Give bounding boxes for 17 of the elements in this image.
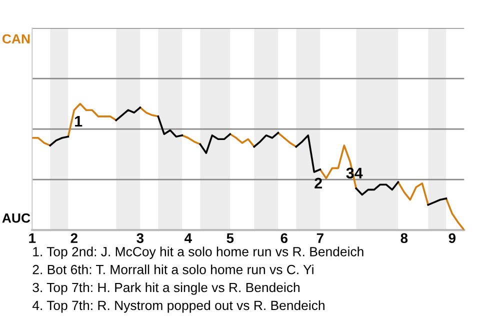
text: CAN [2,34,30,44]
x-tick-label: 2 [70,233,78,243]
x-tick-label: 8 [400,233,408,244]
text: 2. Bot 6th: T. Morrall hit a solo home run vs C. Yi [32,264,314,274]
text: 4. Top 7th: R. Nystrom popped out vs R. Bendeich [32,300,324,313]
text: AUC [2,213,30,223]
text: 1. Top 2nd: J. McCoy hit a solo home run vs R. Bendeich [33,246,364,259]
x-tick-label: 1 [29,233,36,243]
annotation: 1 [75,116,82,127]
x-tick-label: 6 [280,233,288,244]
x-tick-label: 4 [184,233,192,243]
x-tick-label: 9 [448,233,456,244]
x-tick-label: 5 [226,233,234,244]
annotation: 2 [314,178,322,188]
x-tick-label: 7 [316,233,324,243]
text: 3. Top 7th: H. Park hit a single vs R. Bendeich [32,282,300,295]
x-tick-label: 3 [136,233,144,244]
